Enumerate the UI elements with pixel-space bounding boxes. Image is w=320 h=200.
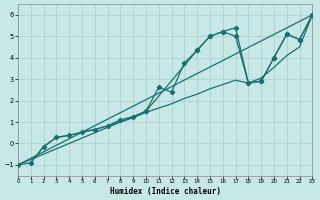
X-axis label: Humidex (Indice chaleur): Humidex (Indice chaleur) <box>110 187 221 196</box>
